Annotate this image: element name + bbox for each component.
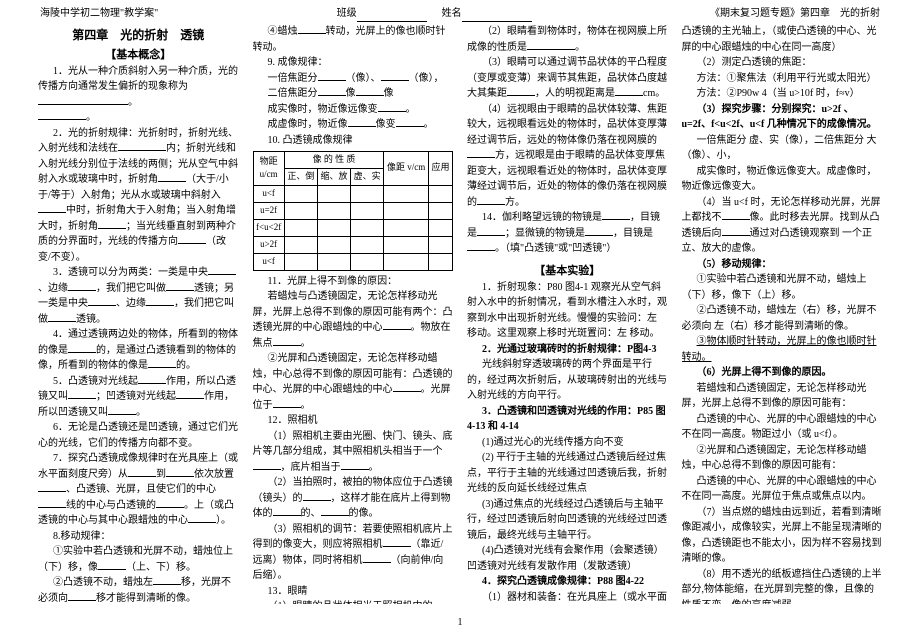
c4-p2b: 方法：②P90w 4（当 u>10f 时，f≈v） [682, 86, 883, 102]
c4-p3a: 一倍焦距分 虚、实（像），二倍焦距分 大（像）、小， [682, 133, 883, 164]
c4-p5b: ②凸透镜不动，蜡烛左（右）移，光屏不必须向 左（右）移才能得到清晰的像。 [682, 303, 883, 334]
th-zd: 正、倒 [284, 168, 317, 185]
c4-p5c: ③物体顺时针转动，光屏上的像也顺时针转动。 [682, 334, 883, 365]
c2-p9: 9. 成像规律： [253, 55, 454, 71]
exp-title: 【基本实验】 [467, 263, 668, 280]
page-number: 1 [458, 615, 463, 631]
c2-p9a: 一倍焦距分（像）、（像）， [253, 71, 454, 87]
c2-p11b: ②光屏和凸透镜固定，无论怎样移动蜡烛，中心总得不到像的原因可能有：凸透镜的中心、… [253, 351, 454, 413]
th-xing: 像 的 性 质 [284, 152, 384, 169]
c3-p2: （3）眼睛可以通过调节品状体的平凸程度（变厚或变薄）来调节其焦距，品状体凸度越大… [467, 55, 668, 102]
c2-p9c: 成实像时，物近像远像变。 [253, 102, 454, 118]
c4-p6a: 若蜡烛和凸透镜固定，无论怎样移动光屏，光屏上总得不到像的原因可能有： [682, 381, 883, 412]
c2-p12a: （1）照相机主要由光圈、快门、镜头、底片等几部分组成，其中照相机头相当于一个，底… [253, 429, 454, 476]
c3-e4a: （1）器材和装备：在光具座上（或水平面刻度尺旁）从 左 到 右 依次放置上方的点… [467, 590, 668, 604]
c3-p3: （4）远视眼由于眼睛的品状体较薄、焦距较大，远视眼看远处的物体时，品状体变厚薄经… [467, 102, 668, 211]
content-columns: 第四章 光的折射 透镜 【基本概念】 1．光从一种介质斜射入另一种介质，光的传播… [0, 24, 920, 604]
column-4: 凸透镜的主光轴上，（或使凸透镜的中心、光屏的中心跟蜡烛的中心在同一高度） （2）… [682, 24, 883, 604]
table-row: u>2f [253, 236, 453, 253]
c4-p4: （4）当 u<f 时，无论怎样移动光屏，光屏上都找不像。此时移去光屏。找到从凸透… [682, 195, 883, 257]
c4-p6d: 凸透镜的中心、光屏的中心跟蜡烛的中心不在同一高度。光屏位于焦点或焦点以内。 [682, 474, 883, 505]
table-row: u<f [253, 185, 453, 202]
c2-p12b: （2）当拍照时，被拍的物体应位于凸透镜（镜头）的，这样才能在底片上得到物体的的、… [253, 475, 454, 522]
para-3: 3．透镜可以分为两类：一类是中央、边缘，我们把它叫做透镜；另一类是中央、边缘，我… [38, 265, 239, 327]
para-1: 1．光从一种介质斜射入另一种介质，光的传播方向通常发生偏折的现象称为。 [38, 64, 239, 111]
c2-p12: 12．照相机 [253, 413, 454, 429]
c2-p9b: 二倍焦距分像像 [253, 86, 454, 102]
c2-top: ④蜡烛转动，光屏上的像也顺时针转动。 [253, 24, 454, 55]
c3-e4: 4．探究凸透镜成像规律：P88 图4-22 [467, 574, 668, 590]
c4-p6b: 凸透镜的中心、光屏的中心跟蜡烛的中心不在同一高度。物距过小（或 u<f）。 [682, 412, 883, 443]
column-2: ④蜡烛转动，光屏上的像也顺时针转动。 9. 成像规律： 一倍焦距分（像）、（像）… [253, 24, 454, 604]
c2-p9d: 成虚像时，物近像像变。 [253, 117, 454, 133]
th-xiangju: 像距 v/cm [384, 152, 429, 186]
th-sf: 缩、放 [317, 168, 350, 185]
chapter-title: 第四章 光的折射 透镜 [38, 26, 239, 45]
para-6: 6．无论是凸透镜还是凹透镜，通过它们光心的光线，它们的传播方向都不变。 [38, 420, 239, 451]
c4-p3: （3）探究步骤：分别探究：u>2f 、u=2f、f<u<2f、u<f 几种情况下… [682, 102, 883, 133]
c4-p5a: ①实验中若凸透镜和光屏不动，蜡烛上（下）移，像下（上）移。 [682, 272, 883, 303]
page-header: 海陵中学初二物理"教学案" 班级 姓名 《期末复习题专题》第四章 光的折射 [0, 0, 920, 24]
th-xs: 虚、实 [351, 168, 384, 185]
c4-p2a: 方法：①聚焦法（利用平行光或太阳光） [682, 71, 883, 87]
para-7: 7．探究凸透镜成像规律时在光具座上（或水平面刻度尺旁）从到依次放置、凸透镜、光屏… [38, 451, 239, 529]
c3-e3a: (1)通过光心的光线传播方向不变 [467, 435, 668, 451]
para-4: 4．通过透镜两边处的物体，所看到的物体的像是的，是通过凸透镜看到的物体的像，所看… [38, 327, 239, 374]
para-5: 5．凸透镜对光线起作用，所以凸透镜又叫；凹透镜对光线起作用，所以凹透镜又叫。 [38, 374, 239, 421]
c2-p10: 10. 凸透镜成像规律 [253, 133, 454, 149]
c2-p13a: （1）眼睛的品状体相当于照相机中的，视网膜上成像。 [253, 599, 454, 604]
para-blank: 。 [38, 110, 239, 126]
c3-e3: 3．凸透镜和凹透镜对光线的作用：P85 图4-13 和 4-14 [467, 404, 668, 435]
c3-e2: 2．光通过玻璃砖时的折射规律：P图4-3 [467, 342, 668, 358]
table-row: u=2f [253, 202, 453, 219]
table-row: f<u<2f [253, 219, 453, 236]
c4-p7: （7）当点燃的蜡烛由远到近，若看到清晰像距减小，成像较实，光屏上不能呈现清晰的像… [682, 505, 883, 567]
c3-e2a: 光线斜射穿透玻璃砖的两个界面是平行的，经过两次折射后，从玻璃砖射出的光线与入射光… [467, 357, 668, 404]
th-app: 应用 [429, 152, 453, 186]
c4-p5: （5）移动规律： [682, 257, 883, 273]
th-wuju: 物距u/cm [253, 152, 284, 186]
para-8: 8.移动规律： [38, 529, 239, 545]
c2-p13: 13．眼睛 [253, 584, 454, 600]
c4-p6c: ②光屏和凸透镜固定，无论怎样移动蜡烛，中心总得不到像的原因可能有： [682, 443, 883, 474]
c3-e3c: (3)通过焦点的光线经过凸透镜后与主轴平行，经过凹透镜后射向凹透镜的光线经过凹透… [467, 497, 668, 544]
c3-e3b: (2) 平行于主轴的光线通过凸透镜后经过焦点，平行于主轴的光线通过凹透镜后我，折… [467, 450, 668, 497]
c3-e1: 1．折射现象：P80 图4-1 观察光从空气斜射入水中的折射情况，看到水槽注入水… [467, 280, 668, 342]
para-8b: ②凸透镜不动，蜡烛左移，光屏不必须向移才能得到清晰的像。 [38, 575, 239, 604]
section-title: 【基本概念】 [38, 47, 239, 64]
c4-p8: （8）用不透光的纸板遮挡住凸透镜的上半部分,物体能缩，在光屏到完整的像，且像的性… [682, 567, 883, 605]
table-row: u<f [253, 253, 453, 270]
c2-p11a: 若蜡烛与凸透镜固定，无论怎样移动光屏，光屏上总得不到像的原因可能有两个：凸透镜光… [253, 289, 454, 351]
c3-p4: 14．伽利略望远镜的物镜是，目镜是；显微镜的物镜是，目镜是。（填"凸透镜"或"凹… [467, 210, 668, 257]
para-8a: ①实验中若凸透镜和光屏不动，蜡烛位上（下）移，像（上、下）移。 [38, 544, 239, 575]
c4-p3b: 成实像时，物近像远像变大。成虚像时，物近像远像变大。 [682, 164, 883, 195]
column-3: （2）眼睛看到物体时，物体在视网膜上所成像的性质是。 （3）眼睛可以通过调节品状… [467, 24, 668, 604]
c2-p11: 11．光屏上得不到像的原因： [253, 274, 454, 290]
c3-e3d: (4)凸透镜对光线有会聚作用（会聚透镜）凹透镜对光线有发散作用（发散透镜） [467, 543, 668, 574]
para-2: 2．光的折射规律：光折射时，折射光线、入射光线和法线在内；折射光线和入射光线分别… [38, 126, 239, 266]
c3-p1: （2）眼睛看到物体时，物体在视网膜上所成像的性质是。 [467, 24, 668, 55]
optics-table: 物距u/cm 像 的 性 质 像距 v/cm 应用 正、倒 缩、放 虚、实 u<… [253, 151, 454, 271]
c4-p2: （2）测定凸透镜的焦距： [682, 55, 883, 71]
header-left: 海陵中学初二物理"教学案" [40, 6, 158, 22]
c4-p1: 凸透镜的主光轴上，（或使凸透镜的中心、光屏的中心跟蜡烛的中心在同一高度） [682, 24, 883, 55]
column-1: 第四章 光的折射 透镜 【基本概念】 1．光从一种介质斜射入另一种介质，光的传播… [38, 24, 239, 604]
header-mid: 班级 姓名 [158, 6, 710, 22]
c2-p12c: （3）照相机的调节：若要使照相机底片上得到的像变大，则应将照相机（靠近/远离）物… [253, 522, 454, 584]
c4-p6: （6）光屏上得不到像的原因。 [682, 365, 883, 381]
header-right: 《期末复习题专题》第四章 光的折射 [710, 6, 880, 22]
